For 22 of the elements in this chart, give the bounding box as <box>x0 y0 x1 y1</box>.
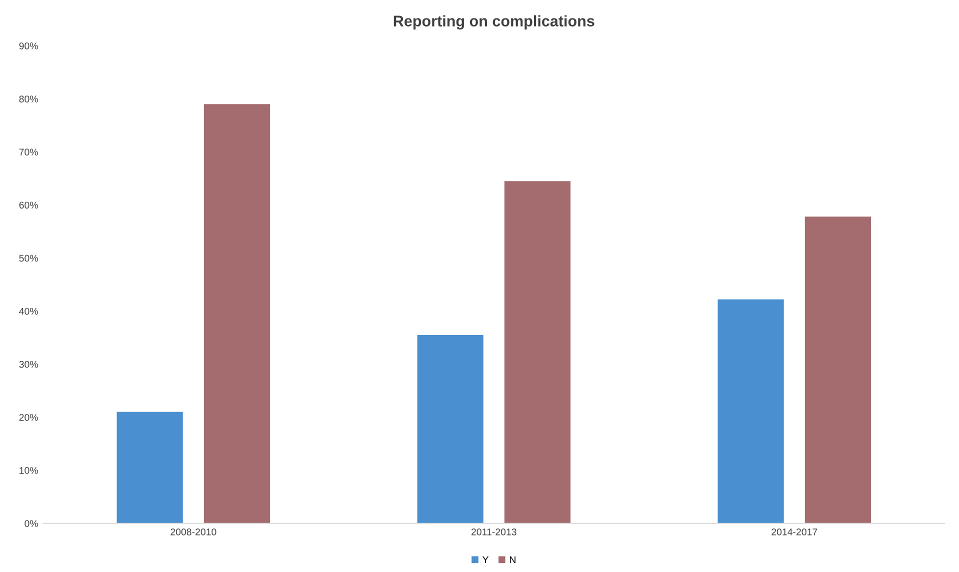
legend-label: N <box>510 556 516 564</box>
bar <box>204 104 270 524</box>
bar <box>116 412 183 524</box>
x-tick-label: 2011-2013 <box>471 528 516 536</box>
y-tick-label: 90% <box>19 42 38 50</box>
y-tick-label: 0% <box>24 520 38 527</box>
bar <box>417 334 484 524</box>
y-tick-label: 30% <box>19 360 38 368</box>
y-tick-label: 80% <box>19 96 38 102</box>
x-tick-label: 2014-2017 <box>772 528 818 536</box>
y-tick-label: 60% <box>19 202 38 209</box>
y-tick-label: 20% <box>19 414 38 421</box>
y-tick-label: 50% <box>19 254 38 262</box>
bar <box>804 216 871 524</box>
chart-title: Reporting on complications <box>394 15 594 30</box>
bar <box>718 299 784 524</box>
y-tick-label: 40% <box>19 308 38 315</box>
x-tick-label: 2008-2010 <box>170 528 216 536</box>
y-tick-label: 70% <box>19 148 38 156</box>
bar <box>504 181 571 524</box>
legend-label: Y <box>482 556 489 564</box>
y-tick-label: 10% <box>20 467 38 474</box>
